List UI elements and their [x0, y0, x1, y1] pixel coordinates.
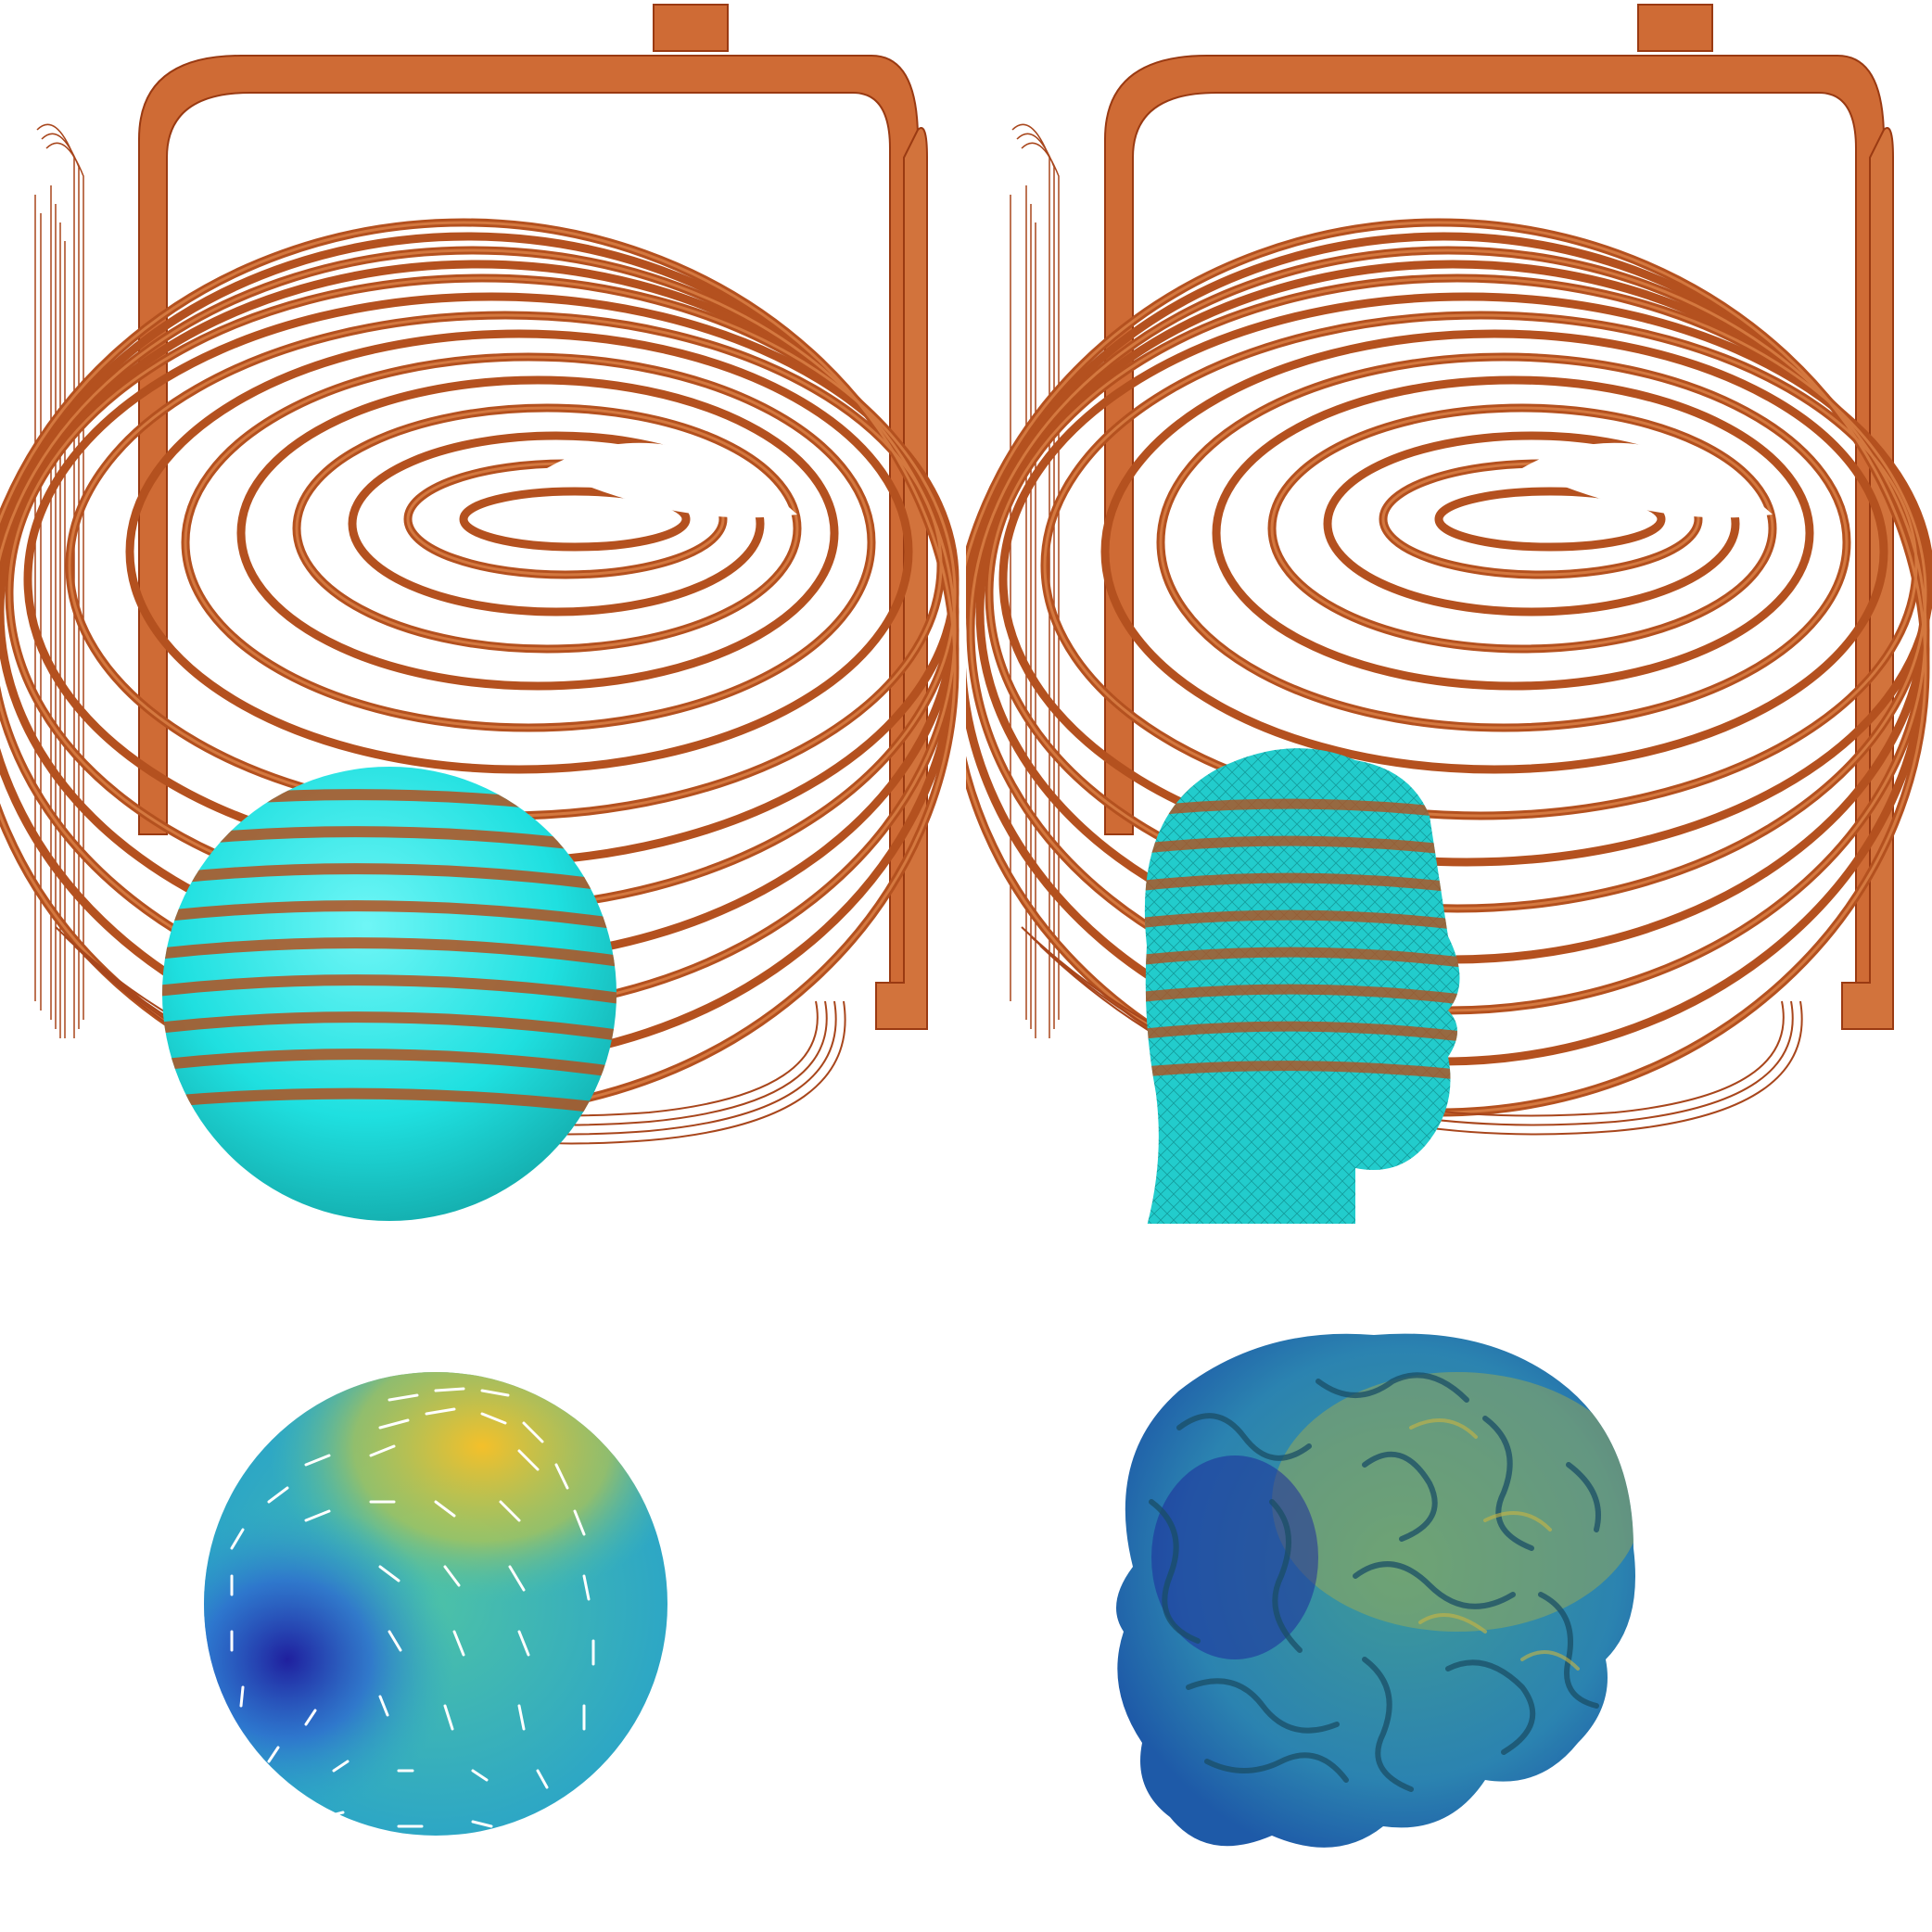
brain-field-high [1272, 1372, 1635, 1632]
coil-head-render [966, 4, 1932, 1224]
brain-gyri-highlight [1409, 1418, 1580, 1671]
field-low-region [204, 1502, 454, 1817]
coil-left-wires [34, 123, 84, 1038]
coil-hole [547, 442, 797, 518]
coil-sphere-render [0, 4, 960, 1221]
brain-field-panel [966, 1224, 1932, 1932]
coil-side-panel [1841, 127, 1894, 1030]
coil-side-panel [875, 127, 928, 1030]
coil-sphere-panel [0, 0, 966, 1224]
sphere-phantom [162, 767, 616, 1221]
coil-tab [653, 4, 729, 52]
coil-tab [1637, 4, 1713, 52]
head-mesh [1142, 748, 1460, 1224]
field-high-region [269, 1372, 667, 1604]
coil-head-panel [966, 0, 1932, 1224]
coil-left-wires [1010, 123, 1060, 1038]
coil-hole [1522, 442, 1773, 518]
field-arrows [230, 1387, 595, 1828]
sphere-field-render [204, 1372, 667, 1836]
brain-field-render [1116, 1333, 1635, 1848]
sphere-field-panel [0, 1224, 966, 1932]
